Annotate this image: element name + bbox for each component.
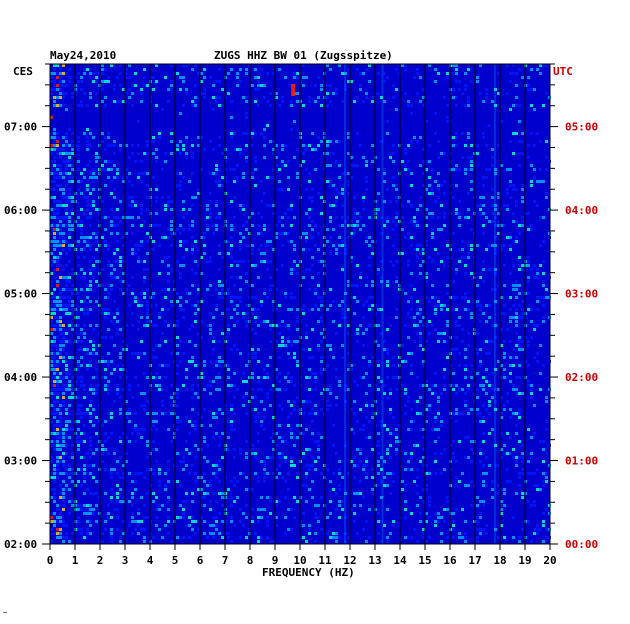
right-timezone-label: UTC [553,65,573,78]
x-tick-label: 15 [418,554,431,567]
right-time-label: 01:00 [565,455,598,468]
x-tick-label: 13 [368,554,381,567]
x-tick-label: 0 [47,554,54,567]
left-time-label: 07:00 [4,121,37,134]
corner-mark: — [3,608,8,616]
x-tick-label: 5 [172,554,179,567]
x-tick-label: 8 [247,554,254,567]
x-tick-label: 10 [293,554,306,567]
x-tick-label: 12 [343,554,356,567]
x-tick-label: 3 [122,554,129,567]
right-time-label: 05:00 [565,121,598,134]
right-time-label: 04:00 [565,204,598,217]
x-tick-label: 7 [222,554,229,567]
right-time-label: 02:00 [565,371,598,384]
right-time-axis: 05:00 04:00 03:00 02:00 01:00 00:00 [550,63,598,551]
station-title: ZUGS HHZ BW 01 (Zugsspitze) [214,49,393,62]
left-timezone-label: CES [13,65,33,78]
left-time-label: 06:00 [4,204,37,217]
x-tick-label: 1 [72,554,79,567]
x-tick-label: 2 [97,554,104,567]
frequency-gridlines [74,64,526,544]
date-label: May24,2010 [50,49,116,62]
left-time-label: 02:00 [4,538,37,551]
x-tick-label: 20 [543,554,556,567]
x-tick-label: 14 [393,554,407,567]
x-tick-label: 4 [147,554,154,567]
x-tick-label: 6 [197,554,204,567]
x-tick-label: 17 [468,554,481,567]
x-tick-label: 19 [518,554,531,567]
x-tick-label: 18 [493,554,506,567]
right-time-label: 00:00 [565,538,598,551]
right-time-label: 03:00 [565,288,598,301]
x-tick-label: 9 [272,554,279,567]
left-time-label: 05:00 [4,288,37,301]
left-time-axis: 07:00 06:00 05:00 04:00 03:00 02:00 [4,63,50,551]
left-time-label: 04:00 [4,371,37,384]
x-tick-label: 11 [318,554,332,567]
left-time-label: 03:00 [4,455,37,468]
x-axis: 0 1 2 3 4 5 6 7 8 9 10 11 12 13 14 15 16 17 18 19 20 [47,544,557,567]
x-axis-label: FREQUENCY (HZ) [262,566,355,579]
x-tick-label: 16 [443,554,457,567]
